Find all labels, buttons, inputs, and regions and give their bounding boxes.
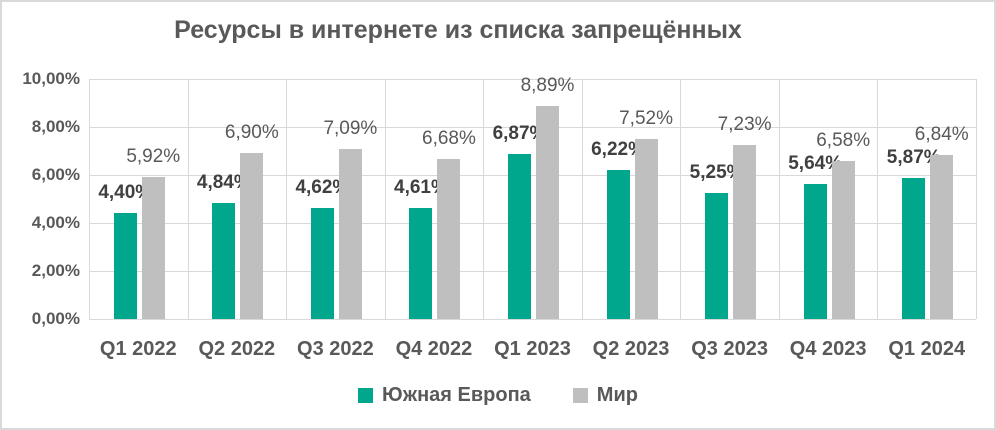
bar-mir xyxy=(634,138,658,319)
x-axis-category-label: Q1 2022 xyxy=(99,338,177,360)
bar-mir xyxy=(338,148,362,319)
data-label-yuzhnaya-evropa: 6,22% xyxy=(591,138,645,160)
v-gridline xyxy=(187,79,189,319)
x-axis-category-label: Q1 2023 xyxy=(494,338,571,360)
v-gridline xyxy=(483,79,485,319)
bar-yuzhnaya-evropa xyxy=(212,202,236,319)
data-label-mir: 6,58% xyxy=(816,130,871,152)
bar-mir xyxy=(831,161,855,319)
y-axis-tick-label: 8,00% xyxy=(31,117,80,136)
data-label-yuzhnaya-evropa: 4,84% xyxy=(196,171,251,193)
data-label-yuzhnaya-evropa: 5,25% xyxy=(689,162,744,183)
y-axis-tick-label: 6,00% xyxy=(31,165,80,184)
data-label-mir: 6,84% xyxy=(914,123,969,145)
v-gridline xyxy=(384,79,386,319)
bar-yuzhnaya-evropa xyxy=(113,213,137,319)
bar-yuzhnaya-evropa xyxy=(310,208,334,319)
v-gridline xyxy=(286,79,288,319)
bar-yuzhnaya-evropa xyxy=(409,208,433,319)
legend-color-swatch-icon xyxy=(358,388,374,403)
legend-item-yuzhnaya-evropa: Южная Европа xyxy=(358,384,531,407)
legend-label: Южная Европа xyxy=(382,384,531,406)
bar-yuzhnaya-evropa xyxy=(902,178,926,319)
x-axis-category-label: Q3 2023 xyxy=(691,338,768,360)
h-gridline xyxy=(89,79,976,80)
v-gridline xyxy=(581,79,583,319)
h-gridline xyxy=(89,223,976,224)
bar-mir xyxy=(930,154,954,319)
x-axis-category-label: Q2 2023 xyxy=(592,338,670,360)
h-gridline xyxy=(89,175,976,176)
chart-title: Ресурсы в интернете из списка запрещённы… xyxy=(174,16,742,44)
data-label-yuzhnaya-evropa: 4,40% xyxy=(98,182,153,204)
data-label-mir: 5,92% xyxy=(126,145,181,167)
v-gridline xyxy=(877,79,879,319)
v-gridline xyxy=(89,79,90,319)
v-gridline xyxy=(680,79,682,319)
data-label-yuzhnaya-evropa: 5,64% xyxy=(788,152,843,174)
bar-yuzhnaya-evropa xyxy=(606,169,630,319)
bar-mir xyxy=(536,105,559,319)
v-gridline xyxy=(778,79,780,319)
chart-legend: Южная Европа Мир xyxy=(2,384,994,407)
data-label-mir: 7,52% xyxy=(619,107,673,129)
x-axis-category-label: Q2 2022 xyxy=(198,338,276,360)
y-axis-tick-label: 2,00% xyxy=(31,261,80,280)
x-axis-category-label: Q1 2024 xyxy=(888,338,966,360)
data-label-yuzhnaya-evropa: 4,62% xyxy=(295,177,350,199)
data-label-mir: 7,09% xyxy=(323,117,378,139)
data-label-yuzhnaya-evropa: 5,87% xyxy=(886,147,941,169)
data-label-yuzhnaya-evropa: 4,61% xyxy=(394,177,448,199)
bar-mir xyxy=(240,153,264,319)
y-axis-tick-label: 0,00% xyxy=(31,309,80,328)
y-axis-tick-label: 10,00% xyxy=(22,69,80,88)
bar-yuzhnaya-evropa xyxy=(508,154,531,319)
h-gridline xyxy=(89,319,976,320)
v-gridline xyxy=(976,79,977,319)
x-axis-category-label: Q4 2022 xyxy=(395,338,473,360)
bar-mir xyxy=(733,145,757,319)
bar-yuzhnaya-evropa xyxy=(803,183,827,319)
bar-mir xyxy=(141,176,165,319)
bar-mir xyxy=(437,158,461,319)
data-label-mir: 8,89% xyxy=(520,74,575,96)
data-label-mir: 6,90% xyxy=(224,122,279,144)
h-gridline xyxy=(89,271,976,272)
data-label-yuzhnaya-evropa: 6,87% xyxy=(492,123,547,145)
data-label-mir: 7,23% xyxy=(717,114,772,136)
data-label-mir: 6,68% xyxy=(422,127,476,149)
bar-yuzhnaya-evropa xyxy=(705,193,729,319)
h-gridline xyxy=(89,127,976,128)
y-axis-tick-label: 4,00% xyxy=(31,213,80,232)
x-axis-category-label: Q4 2023 xyxy=(789,338,867,360)
legend-label: Мир xyxy=(596,384,638,406)
x-axis-category-label: Q3 2022 xyxy=(297,338,374,360)
legend-color-swatch-icon xyxy=(572,388,588,403)
legend-item-mir: Мир xyxy=(572,384,638,407)
